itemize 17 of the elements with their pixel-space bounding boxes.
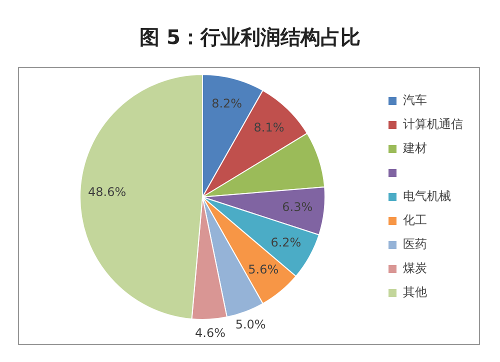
data-label: 6.2% xyxy=(270,236,302,250)
legend-label: 其他 xyxy=(403,285,427,300)
data-label: 48.6% xyxy=(88,184,126,199)
legend-label: 汽车 xyxy=(403,93,427,108)
legend-label: 化工 xyxy=(403,213,427,228)
legend-label: 建材 xyxy=(402,141,427,156)
legend-label: 电气机械 xyxy=(403,189,451,204)
data-label: 8.2% xyxy=(212,96,242,111)
data-label: 6.3% xyxy=(282,200,313,214)
data-label: 5.0% xyxy=(235,318,266,332)
chart-title: 图 5：行业利润结构占比 xyxy=(138,24,362,51)
legend-label: 医药 xyxy=(403,237,427,252)
legend-label: 计算机通信 xyxy=(403,117,463,132)
data-label: 5.6% xyxy=(248,262,279,277)
data-label: 4.6% xyxy=(195,326,226,340)
data-label: 8.1% xyxy=(254,120,284,135)
legend-label: 煤炭 xyxy=(403,261,427,276)
